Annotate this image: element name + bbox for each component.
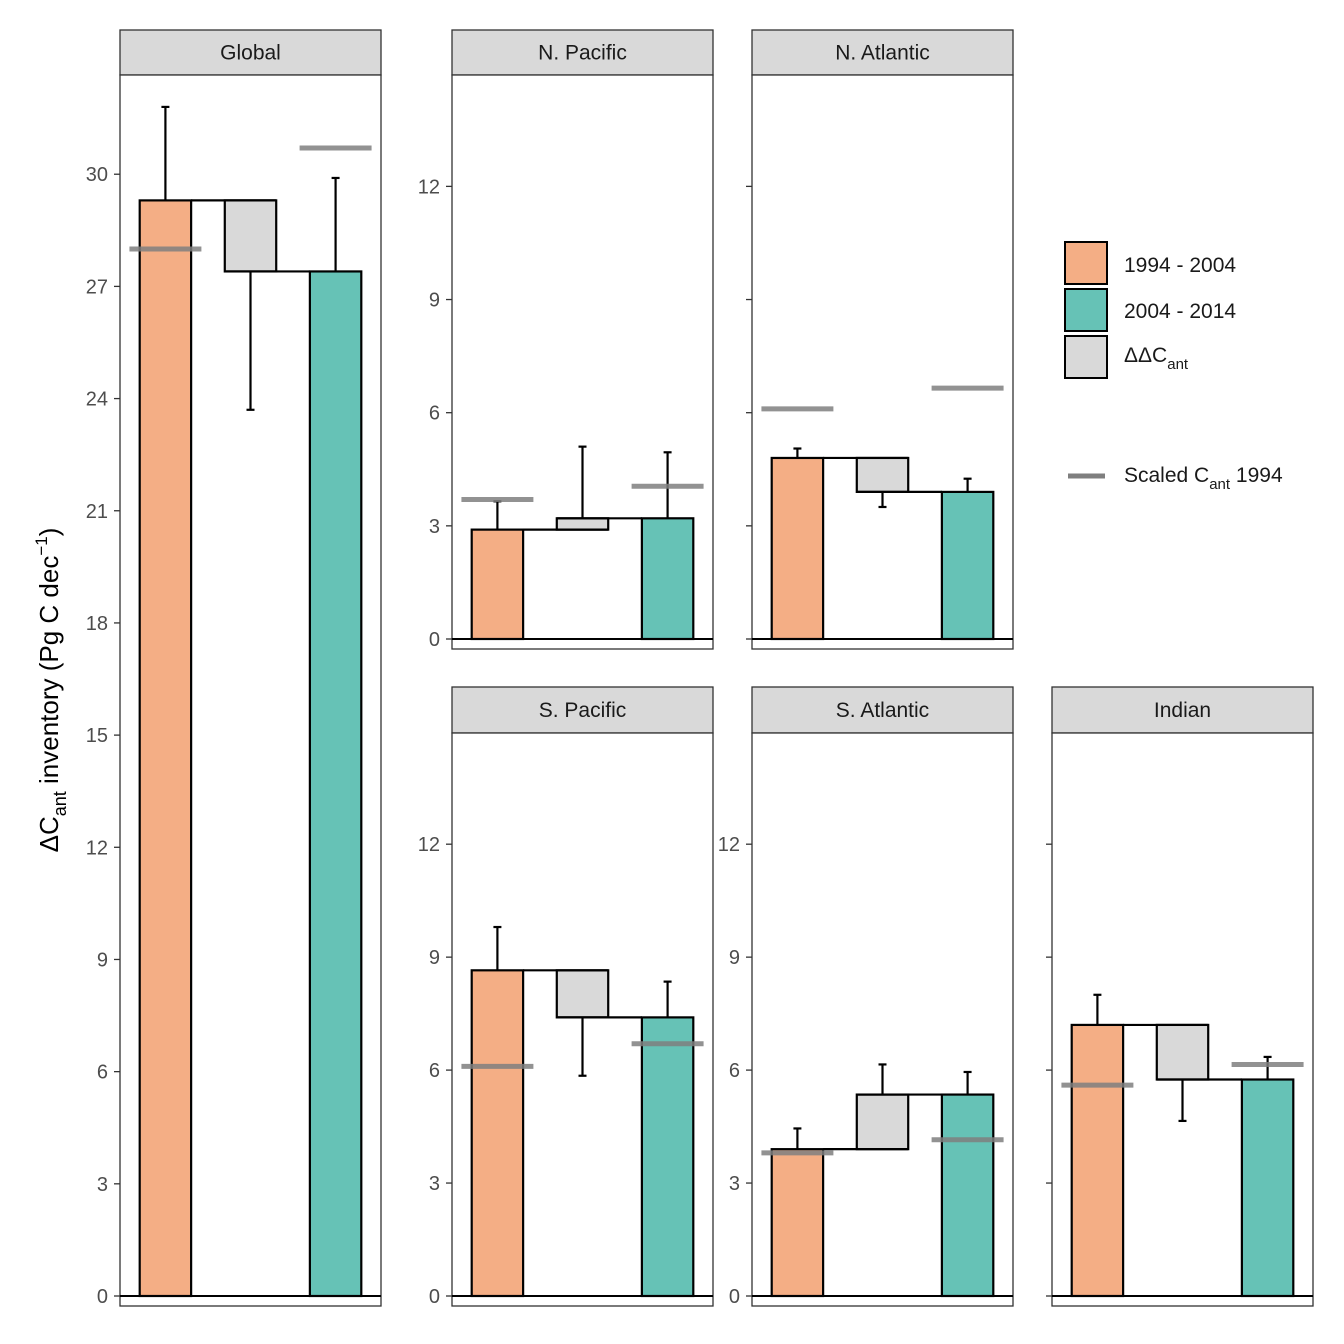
strip-label-indian: Indian [1154, 699, 1211, 722]
y-tick-label-global: 15 [86, 725, 108, 747]
y-tick-label-s-atlantic: 0 [729, 1286, 740, 1308]
y-tick-label-s-pacific: 12 [418, 834, 440, 856]
y-tick-label-n-pacific: 12 [418, 176, 440, 198]
y-tick-label-s-atlantic: 9 [729, 947, 740, 969]
y-tick-label-s-pacific: 0 [429, 1286, 440, 1308]
bar-delta [223, 199, 278, 273]
y-tick-label-s-atlantic: 3 [729, 1173, 740, 1195]
legend-key-period1 [1064, 241, 1108, 285]
y-tick-label-s-pacific: 3 [429, 1173, 440, 1195]
strip-label-s-pacific: S. Pacific [539, 699, 627, 722]
bar-delta [855, 456, 910, 493]
legend-label-period1: 1994 - 2004 [1124, 254, 1236, 277]
y-tick-label-global: 30 [86, 164, 108, 186]
bar-period2 [308, 270, 363, 1298]
bar-period2 [640, 1016, 695, 1298]
strip-label-s-atlantic: S. Atlantic [836, 699, 929, 722]
y-tick-label-n-pacific: 0 [429, 629, 440, 651]
strip-label-n-atlantic: N. Atlantic [835, 42, 930, 65]
panel-indian: Indian [1046, 686, 1314, 1307]
legend-label-period2: 2004 - 2014 [1124, 300, 1236, 323]
bar-period2 [940, 490, 995, 641]
y-tick-label-s-atlantic: 6 [729, 1060, 740, 1082]
strip-global [119, 29, 382, 76]
legend: 1994 - 2004 2004 - 2014 ΔΔCant Scaled Ca… [1064, 241, 1283, 493]
y-tick-label-s-pacific: 9 [429, 947, 440, 969]
legend-key-delta [1064, 335, 1108, 379]
y-tick-label-global: 27 [86, 276, 108, 298]
bar-period2 [640, 517, 695, 641]
y-tick-label-n-pacific: 6 [429, 403, 440, 425]
y-tick-label-s-atlantic: 12 [718, 834, 740, 856]
bar-period1 [770, 456, 825, 641]
bar-period1 [470, 528, 525, 641]
y-tick-label-global: 6 [97, 1062, 108, 1084]
strip-n-atlantic [751, 29, 1014, 76]
y-axis-title: ΔCant inventory (Pg C dec−1) [32, 528, 70, 853]
bar-delta [555, 969, 610, 1019]
y-tick-label-n-pacific: 3 [429, 516, 440, 538]
bar-delta [1155, 1023, 1210, 1081]
panel-s-atlantic: S. Atlantic 0 3 6 9 12 [718, 686, 1014, 1308]
y-tick-label-global: 18 [86, 613, 108, 635]
bar-period1 [138, 199, 193, 1298]
bar-period1 [1070, 1023, 1125, 1298]
strip-label-n-pacific: N. Pacific [538, 42, 627, 65]
y-tick-label-global: 3 [97, 1174, 108, 1196]
legend-key-period2 [1064, 288, 1108, 332]
y-tick-label-global: 9 [97, 949, 108, 971]
strip-n-pacific [451, 29, 714, 76]
y-tick-label-global: 24 [86, 389, 108, 411]
y-tick-label-n-pacific: 9 [429, 290, 440, 312]
panel-n-atlantic: N. Atlantic [746, 29, 1014, 650]
panel-global: Global 0 3 6 9 12 15 18 21 24 27 30 [86, 29, 382, 1308]
legend-label-delta: ΔΔCant [1124, 344, 1189, 373]
legend-label-scaled: Scaled Cant 1994 [1124, 464, 1283, 493]
bar-delta [555, 517, 610, 531]
y-tick-label-global: 0 [97, 1286, 108, 1308]
bar-period1 [470, 969, 525, 1298]
panel-s-pacific: S. Pacific 0 3 6 9 12 [418, 686, 714, 1308]
bar-period1 [770, 1148, 825, 1298]
y-tick-label-global: 12 [86, 837, 108, 859]
bar-delta [855, 1093, 910, 1151]
bar-period2 [1240, 1078, 1295, 1298]
panel-n-pacific: N. Pacific 0 3 6 9 12 [418, 29, 714, 651]
y-tick-label-global: 21 [86, 501, 108, 523]
bar-period2 [940, 1093, 995, 1298]
strip-indian [1051, 686, 1314, 734]
strip-s-atlantic [751, 686, 1014, 734]
y-tick-label-s-pacific: 6 [429, 1060, 440, 1082]
strip-label-global: Global [220, 42, 281, 65]
